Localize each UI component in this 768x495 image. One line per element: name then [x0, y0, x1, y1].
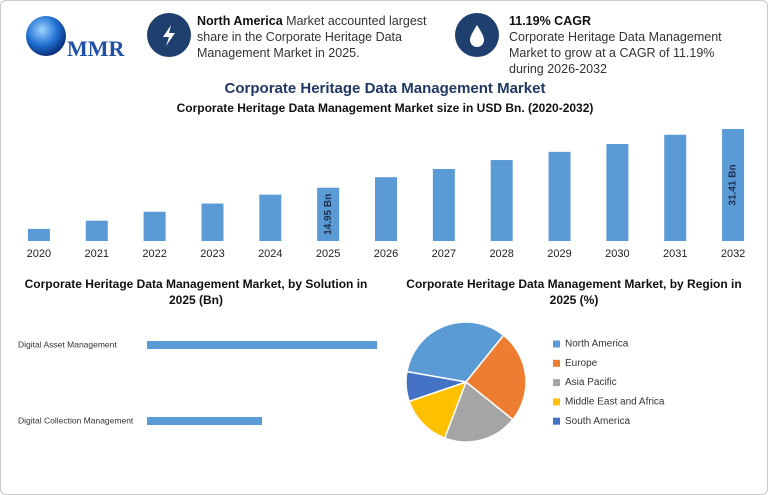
legend-swatch: [553, 398, 560, 406]
bar: [606, 144, 629, 241]
legend-label: South America: [565, 416, 630, 427]
x-tick-label: 2031: [663, 248, 687, 260]
x-tick-label: 2030: [605, 248, 629, 260]
legend-label: North America: [565, 339, 629, 350]
pie-slice: [443, 380, 514, 443]
legend-label: Asia Pacific: [565, 377, 617, 388]
card-text: Market accounted largest share in the Co…: [197, 14, 427, 60]
chart-subtitle: Corporate Heritage Data Management Marke…: [177, 101, 594, 115]
chart-title: Corporate Heritage Data Management Marke…: [225, 80, 546, 97]
x-tick-label: 2027: [432, 248, 456, 260]
legend-label: Europe: [565, 358, 598, 369]
x-tick-label: 2020: [27, 248, 51, 260]
bar: [147, 417, 262, 425]
bar: [722, 129, 745, 241]
bar: [27, 228, 50, 241]
x-tick-label: 2023: [200, 248, 224, 260]
x-tick-label: 2022: [142, 248, 166, 260]
bar: [432, 168, 455, 241]
x-tick-label: 2021: [85, 248, 109, 260]
legend-label: Middle East and Africa: [565, 397, 665, 408]
legend-swatch: [553, 340, 560, 348]
bar: [664, 134, 687, 241]
bolt-icon: [163, 25, 175, 46]
chart-title: Corporate Heritage Data Management Marke…: [24, 277, 368, 307]
legend-swatch: [553, 417, 560, 425]
category-label: Digital Collection Management: [18, 415, 134, 425]
bar: [201, 203, 224, 241]
bar: [259, 194, 282, 241]
bar: [490, 160, 513, 241]
pie-slice: [406, 321, 505, 383]
x-tick-label: 2025: [316, 248, 340, 260]
bar: [147, 341, 377, 349]
bar: [317, 187, 340, 241]
legend-swatch: [553, 359, 560, 367]
logo-globe: [26, 16, 66, 56]
chart-title: Corporate Heritage Data Management Marke…: [406, 277, 742, 307]
info-card: North America Market accounted largest s…: [197, 13, 437, 61]
x-tick-label: 2032: [721, 248, 745, 260]
x-tick-label: 2029: [547, 248, 571, 260]
bar: [375, 177, 397, 241]
drop-icon: [470, 25, 484, 47]
bar: [143, 211, 166, 241]
info-card: 11.19% CAGR Corporate Heritage Data Manag…: [509, 13, 749, 77]
x-tick-label: 2026: [374, 248, 398, 260]
pie-slice: [408, 380, 468, 440]
card-heading: North America: [197, 14, 283, 28]
bar: [85, 220, 108, 241]
value-label: 31.41 Bn: [728, 164, 739, 205]
card-text: Corporate Heritage Data Management Marke…: [509, 30, 722, 76]
legend-swatch: [553, 379, 560, 387]
x-tick-label: 2024: [258, 248, 282, 260]
bar: [548, 151, 571, 241]
category-label: Digital Asset Management: [18, 339, 117, 349]
pie-slice: [405, 370, 467, 403]
x-tick-label: 2028: [489, 248, 513, 260]
card-heading: 11.19% CAGR: [509, 14, 591, 28]
logo-text: MMR: [67, 36, 126, 61]
value-label: 14.95 Bn: [323, 194, 334, 235]
pie-slice: [464, 334, 527, 421]
